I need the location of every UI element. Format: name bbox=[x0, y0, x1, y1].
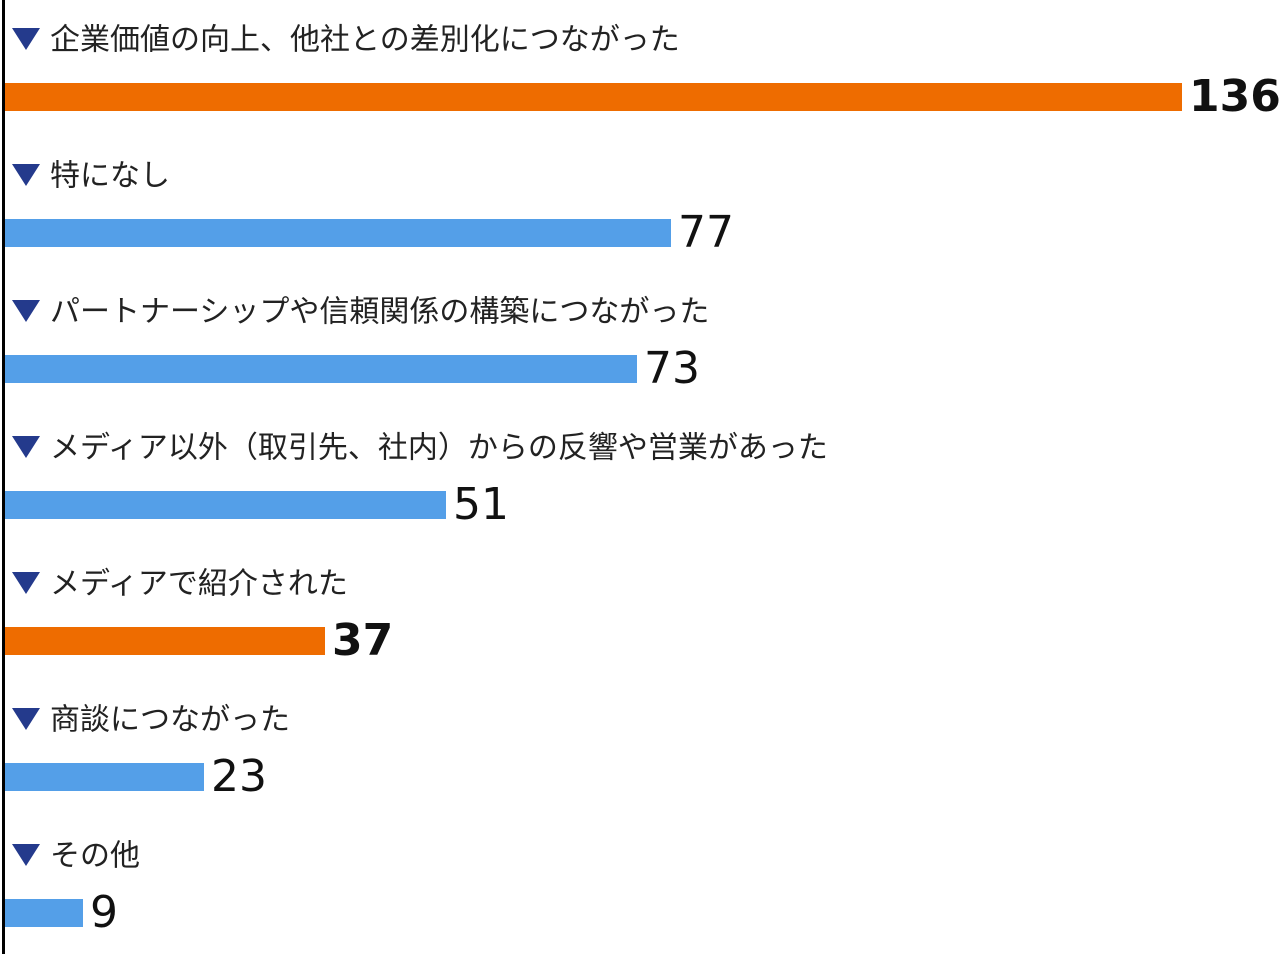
value-label: 77 bbox=[678, 207, 734, 258]
category-label-text: メディア以外（取引先、社内）からの反響や営業があった bbox=[50, 430, 828, 466]
category-label: 企業価値の向上、他社との差別化につながった bbox=[12, 20, 680, 60]
category-label-text: 特になし bbox=[50, 158, 170, 194]
down-triangle-icon bbox=[12, 435, 40, 458]
bar-row: メディア以外（取引先、社内）からの反響や営業があった 51 bbox=[0, 408, 1280, 544]
value-label: 73 bbox=[644, 343, 700, 394]
value-label: 136 bbox=[1189, 71, 1280, 122]
category-label: メディアで紹介された bbox=[12, 564, 348, 604]
value-label: 37 bbox=[332, 615, 394, 666]
bar-row: その他 9 bbox=[0, 816, 1280, 952]
down-triangle-icon bbox=[12, 843, 40, 866]
value-label: 23 bbox=[211, 751, 267, 802]
bar-row: パートナーシップや信頼関係の構築につながった 73 bbox=[0, 272, 1280, 408]
category-label-text: パートナーシップや信頼関係の構築につながった bbox=[50, 294, 710, 330]
bar bbox=[5, 763, 204, 791]
down-triangle-icon bbox=[12, 707, 40, 730]
category-label-text: メディアで紹介された bbox=[50, 566, 348, 602]
value-label: 51 bbox=[453, 479, 509, 530]
category-label-text: 商談につながった bbox=[50, 702, 290, 738]
down-triangle-icon bbox=[12, 27, 40, 50]
bar-row: 企業価値の向上、他社との差別化につながった 136 bbox=[0, 0, 1280, 136]
bar bbox=[5, 899, 83, 927]
bar bbox=[5, 83, 1182, 111]
value-label: 9 bbox=[90, 887, 118, 938]
down-triangle-icon bbox=[12, 571, 40, 594]
category-label-text: その他 bbox=[50, 838, 140, 874]
bar bbox=[5, 355, 637, 383]
bar-row: メディアで紹介された 37 bbox=[0, 544, 1280, 680]
category-label: メディア以外（取引先、社内）からの反響や営業があった bbox=[12, 428, 828, 468]
category-label: その他 bbox=[12, 836, 140, 876]
down-triangle-icon bbox=[12, 299, 40, 322]
bar-row: 商談につながった 23 bbox=[0, 680, 1280, 816]
category-label: 商談につながった bbox=[12, 700, 290, 740]
bar bbox=[5, 219, 671, 247]
chart-axis-line bbox=[2, 0, 5, 954]
bar bbox=[5, 491, 446, 519]
category-label: パートナーシップや信頼関係の構築につながった bbox=[12, 292, 709, 332]
bar bbox=[5, 627, 325, 655]
category-label-text: 企業価値の向上、他社との差別化につながった bbox=[50, 22, 680, 58]
down-triangle-icon bbox=[12, 163, 40, 186]
bar-row: 特になし 77 bbox=[0, 136, 1280, 272]
category-label: 特になし bbox=[12, 156, 170, 196]
